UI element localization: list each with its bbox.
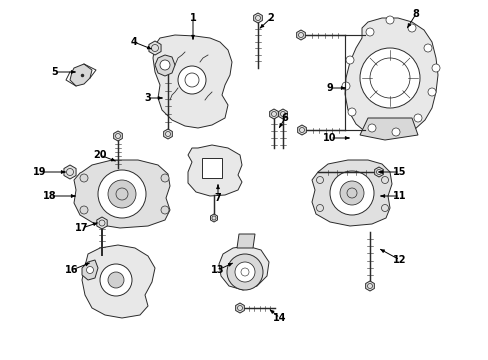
Text: 16: 16 (65, 265, 79, 275)
Circle shape (427, 88, 435, 96)
Circle shape (108, 180, 136, 208)
Circle shape (381, 204, 387, 211)
Circle shape (339, 181, 363, 205)
Text: 4: 4 (130, 37, 137, 47)
Polygon shape (253, 13, 262, 23)
Circle shape (161, 206, 169, 214)
Circle shape (108, 272, 124, 288)
Polygon shape (365, 281, 374, 291)
Circle shape (407, 24, 415, 32)
Circle shape (316, 204, 323, 211)
Text: 17: 17 (75, 223, 88, 233)
Text: 6: 6 (281, 113, 288, 123)
Circle shape (178, 66, 205, 94)
Circle shape (80, 206, 88, 214)
Circle shape (391, 128, 399, 136)
Polygon shape (82, 260, 98, 280)
Circle shape (226, 254, 263, 290)
Circle shape (329, 171, 373, 215)
Circle shape (235, 262, 254, 282)
Polygon shape (374, 167, 383, 177)
Polygon shape (74, 160, 170, 228)
Circle shape (423, 44, 431, 52)
Circle shape (413, 114, 421, 122)
Polygon shape (269, 109, 278, 119)
Polygon shape (97, 217, 107, 229)
Text: 19: 19 (33, 167, 47, 177)
Text: 5: 5 (52, 67, 58, 77)
Polygon shape (149, 41, 161, 55)
Text: 18: 18 (43, 191, 57, 201)
Polygon shape (155, 55, 175, 76)
Polygon shape (296, 30, 305, 40)
Polygon shape (297, 125, 305, 135)
Polygon shape (70, 64, 92, 86)
Text: 20: 20 (93, 150, 106, 160)
Text: 11: 11 (392, 191, 406, 201)
Polygon shape (82, 245, 155, 318)
Polygon shape (153, 35, 231, 128)
Circle shape (161, 174, 169, 182)
Polygon shape (278, 109, 287, 119)
Polygon shape (113, 131, 122, 141)
Text: 15: 15 (392, 167, 406, 177)
Circle shape (346, 56, 353, 64)
Text: 7: 7 (214, 193, 221, 203)
Text: 13: 13 (211, 265, 224, 275)
Polygon shape (64, 165, 76, 179)
Circle shape (80, 174, 88, 182)
Polygon shape (237, 234, 254, 248)
Text: 14: 14 (273, 313, 286, 323)
Polygon shape (187, 145, 242, 196)
Circle shape (100, 264, 132, 296)
Polygon shape (163, 129, 172, 139)
Circle shape (367, 124, 375, 132)
Polygon shape (235, 303, 244, 313)
Circle shape (316, 176, 323, 184)
Circle shape (98, 170, 146, 218)
Circle shape (365, 28, 373, 36)
Text: 10: 10 (323, 133, 336, 143)
Text: 8: 8 (412, 9, 419, 19)
Text: 2: 2 (267, 13, 274, 23)
Circle shape (385, 16, 393, 24)
Polygon shape (345, 18, 437, 138)
Circle shape (381, 176, 387, 184)
Circle shape (347, 108, 355, 116)
Text: 12: 12 (392, 255, 406, 265)
Circle shape (86, 266, 93, 274)
Circle shape (160, 60, 170, 70)
Circle shape (431, 64, 439, 72)
Polygon shape (202, 158, 222, 178)
Polygon shape (311, 160, 391, 226)
Text: 1: 1 (189, 13, 196, 23)
Polygon shape (210, 214, 217, 222)
Circle shape (341, 82, 349, 90)
Polygon shape (359, 118, 417, 140)
Text: 3: 3 (144, 93, 151, 103)
Polygon shape (219, 246, 268, 290)
Circle shape (359, 48, 419, 108)
Text: 9: 9 (326, 83, 333, 93)
